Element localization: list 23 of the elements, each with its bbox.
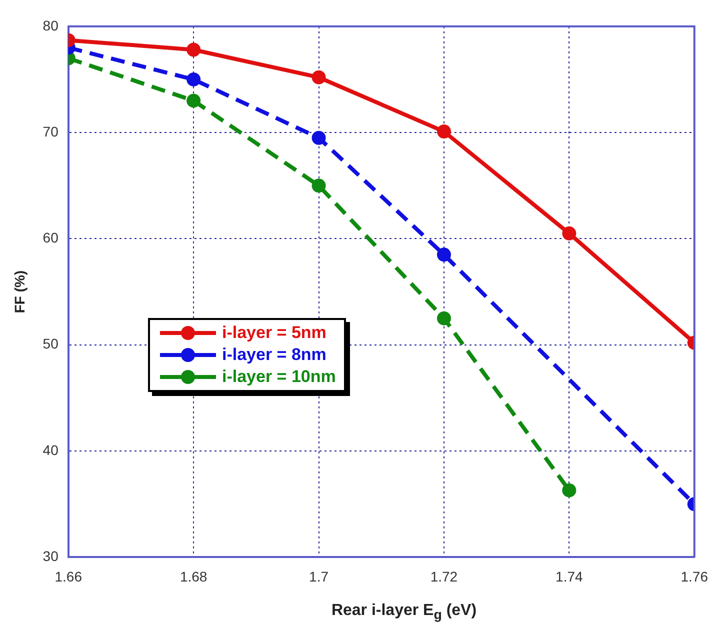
x-tick-label: 1.66 <box>54 568 82 584</box>
point <box>312 178 326 193</box>
y-tick-label: 60 <box>42 230 59 246</box>
y-tick-label: 50 <box>42 336 59 352</box>
y-tick-label: 40 <box>42 442 59 458</box>
legend-label: i-layer = 8nm <box>222 345 326 365</box>
y-axis-title: FF (%) <box>11 270 28 314</box>
y-tick-label: 70 <box>42 123 59 140</box>
point <box>312 70 326 84</box>
x-tick-label: 1.76 <box>680 568 708 584</box>
y-tick-label: 80 <box>42 17 59 34</box>
point <box>436 248 451 262</box>
x-tick-label: 1.74 <box>556 568 584 584</box>
x-tick-label: 1.72 <box>430 568 458 584</box>
y-tick-label: 30 <box>42 548 59 564</box>
point <box>436 124 451 138</box>
x-axis-title: Rear i-layer E$_{g}$ (eV) <box>330 602 478 622</box>
legend-label: i-layer = 10nm <box>222 367 336 387</box>
point <box>312 130 326 145</box>
point <box>436 311 451 326</box>
x-tick-label: 1.7 <box>309 568 329 584</box>
legend-label: i-layer = 5nm <box>222 323 326 343</box>
x-tick-label: 1.68 <box>180 568 208 584</box>
